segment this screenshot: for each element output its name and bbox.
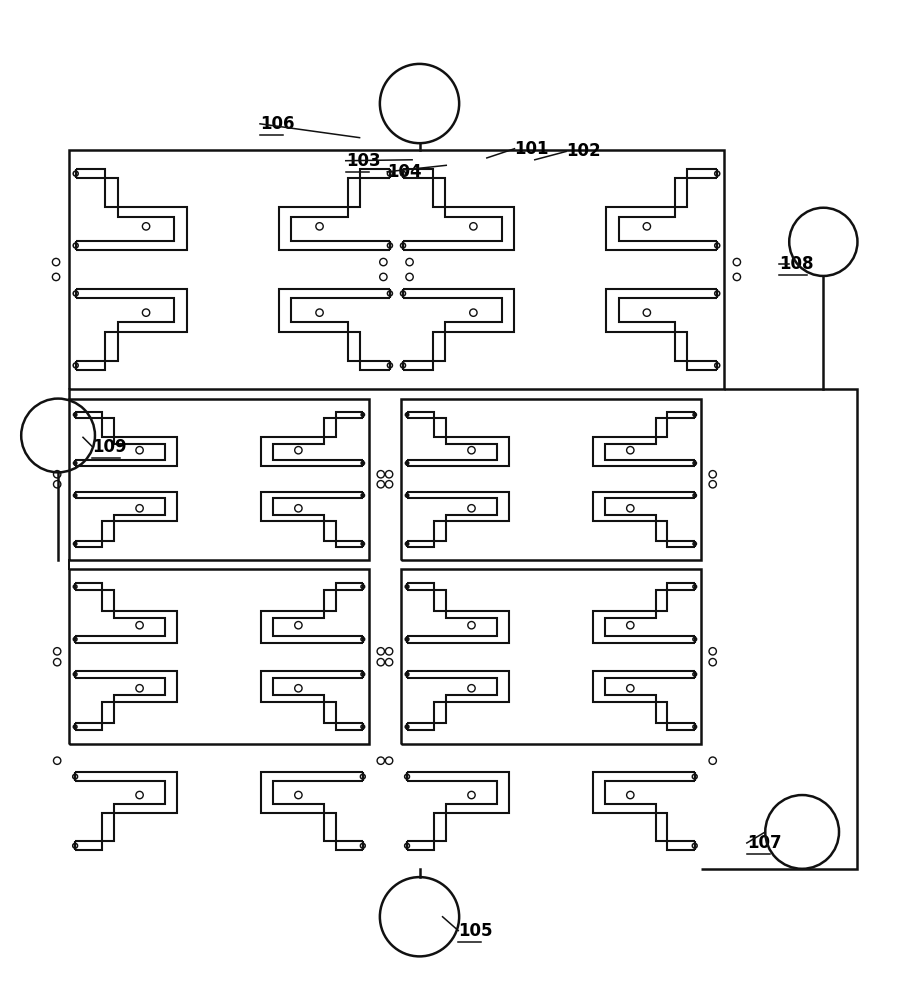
Text: 105: 105 (458, 922, 492, 940)
Text: 104: 104 (387, 163, 422, 181)
Text: 101: 101 (514, 140, 549, 158)
Text: 102: 102 (566, 142, 601, 160)
Text: 107: 107 (747, 834, 782, 852)
Text: 108: 108 (779, 255, 813, 273)
Text: 109: 109 (92, 438, 127, 456)
Text: 106: 106 (260, 115, 294, 133)
Text: 103: 103 (346, 152, 381, 170)
